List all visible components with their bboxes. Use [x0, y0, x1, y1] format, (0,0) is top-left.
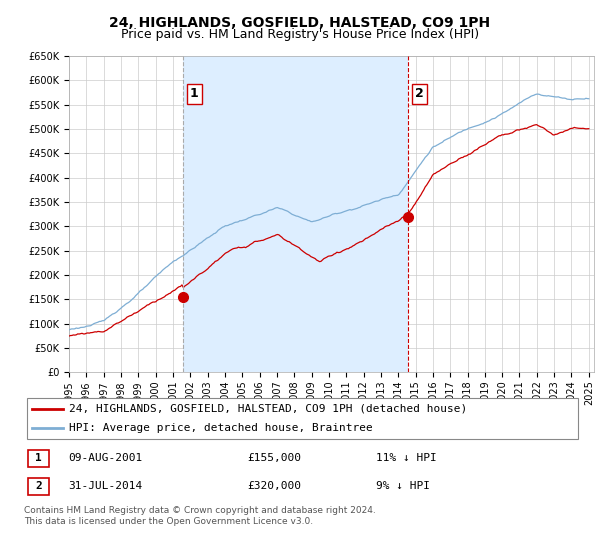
Text: 2: 2	[35, 481, 42, 491]
Text: 9% ↓ HPI: 9% ↓ HPI	[376, 481, 430, 491]
FancyBboxPatch shape	[28, 478, 49, 494]
Text: 2: 2	[415, 87, 424, 100]
Text: 11% ↓ HPI: 11% ↓ HPI	[376, 453, 436, 463]
Text: £155,000: £155,000	[247, 453, 301, 463]
Text: 1: 1	[190, 87, 199, 100]
Text: 31-JUL-2014: 31-JUL-2014	[68, 481, 143, 491]
Text: 24, HIGHLANDS, GOSFIELD, HALSTEAD, CO9 1PH (detached house): 24, HIGHLANDS, GOSFIELD, HALSTEAD, CO9 1…	[68, 404, 467, 414]
Text: £320,000: £320,000	[247, 481, 301, 491]
FancyBboxPatch shape	[27, 399, 578, 439]
Text: HPI: Average price, detached house, Braintree: HPI: Average price, detached house, Brai…	[68, 423, 373, 433]
Text: 09-AUG-2001: 09-AUG-2001	[68, 453, 143, 463]
Bar	[183, 56, 408, 372]
Text: 1: 1	[35, 453, 42, 463]
FancyBboxPatch shape	[28, 450, 49, 466]
Text: Price paid vs. HM Land Registry's House Price Index (HPI): Price paid vs. HM Land Registry's House …	[121, 28, 479, 41]
Text: Contains HM Land Registry data © Crown copyright and database right 2024.
This d: Contains HM Land Registry data © Crown c…	[24, 506, 376, 526]
Text: 24, HIGHLANDS, GOSFIELD, HALSTEAD, CO9 1PH: 24, HIGHLANDS, GOSFIELD, HALSTEAD, CO9 1…	[109, 16, 491, 30]
